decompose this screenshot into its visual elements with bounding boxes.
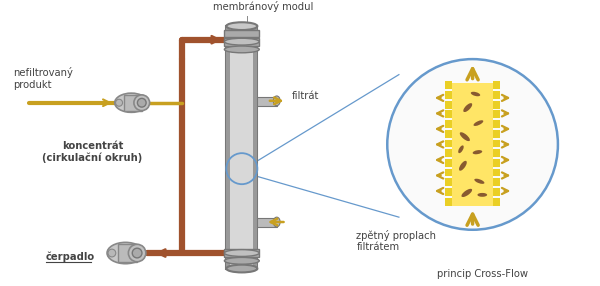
Bar [493, 188, 500, 196]
Bar [224, 30, 259, 37]
Bar [493, 82, 500, 89]
Text: filtrát: filtrát [291, 91, 319, 101]
Bar [257, 218, 277, 227]
Bar [445, 140, 452, 147]
Bar [493, 130, 500, 138]
Ellipse shape [274, 217, 280, 227]
Ellipse shape [116, 99, 122, 106]
Ellipse shape [458, 145, 464, 153]
Ellipse shape [137, 98, 146, 107]
Ellipse shape [274, 96, 280, 106]
Text: zpětný proplach
filtrátem: zpětný proplach filtrátem [356, 230, 436, 252]
Ellipse shape [115, 93, 148, 112]
Ellipse shape [128, 244, 146, 262]
Ellipse shape [134, 95, 149, 111]
Bar [445, 188, 452, 196]
Ellipse shape [226, 22, 257, 30]
Bar [445, 110, 452, 118]
Bar [493, 169, 500, 176]
Bar [445, 91, 452, 99]
Bar [445, 82, 452, 89]
Bar [493, 198, 500, 206]
Bar [445, 101, 452, 109]
Bar [118, 244, 137, 262]
Ellipse shape [473, 120, 484, 126]
Bar [493, 178, 500, 186]
Bar [445, 178, 452, 186]
Bar [493, 91, 500, 99]
Ellipse shape [463, 103, 472, 112]
Bar [445, 130, 452, 138]
Ellipse shape [473, 150, 482, 154]
Text: membránový modul: membránový modul [213, 1, 313, 12]
Bar [230, 28, 253, 267]
Bar [493, 149, 500, 157]
Text: nefiltrovaný
produkt: nefiltrovaný produkt [13, 67, 73, 90]
Bar [124, 95, 142, 111]
Ellipse shape [460, 132, 470, 141]
Text: koncentrát
(cirkulační okruh): koncentrát (cirkulační okruh) [43, 141, 143, 163]
Bar [224, 38, 259, 45]
Ellipse shape [224, 257, 259, 264]
Bar [452, 83, 493, 206]
Bar [493, 120, 500, 128]
Ellipse shape [224, 250, 259, 257]
Ellipse shape [107, 242, 144, 264]
Ellipse shape [224, 46, 259, 53]
Ellipse shape [475, 179, 484, 184]
Circle shape [387, 59, 558, 230]
Bar [226, 28, 230, 267]
Bar [445, 159, 452, 167]
Text: princip Cross-Flow: princip Cross-Flow [437, 269, 528, 279]
Bar [493, 110, 500, 118]
Bar [224, 249, 259, 257]
Bar [445, 120, 452, 128]
Bar [253, 28, 257, 267]
Bar [257, 97, 277, 106]
Ellipse shape [108, 249, 116, 257]
Bar [445, 198, 452, 206]
Bar [493, 140, 500, 147]
Bar [493, 159, 500, 167]
Ellipse shape [132, 248, 142, 258]
Ellipse shape [459, 161, 467, 171]
Text: čerpadlo: čerpadlo [46, 252, 95, 262]
Ellipse shape [461, 189, 472, 197]
Bar [445, 169, 452, 176]
Ellipse shape [226, 265, 257, 273]
Ellipse shape [478, 193, 487, 197]
Ellipse shape [224, 38, 259, 45]
Bar [226, 26, 257, 269]
Bar [493, 101, 500, 109]
Bar [445, 149, 452, 157]
Ellipse shape [471, 92, 480, 96]
